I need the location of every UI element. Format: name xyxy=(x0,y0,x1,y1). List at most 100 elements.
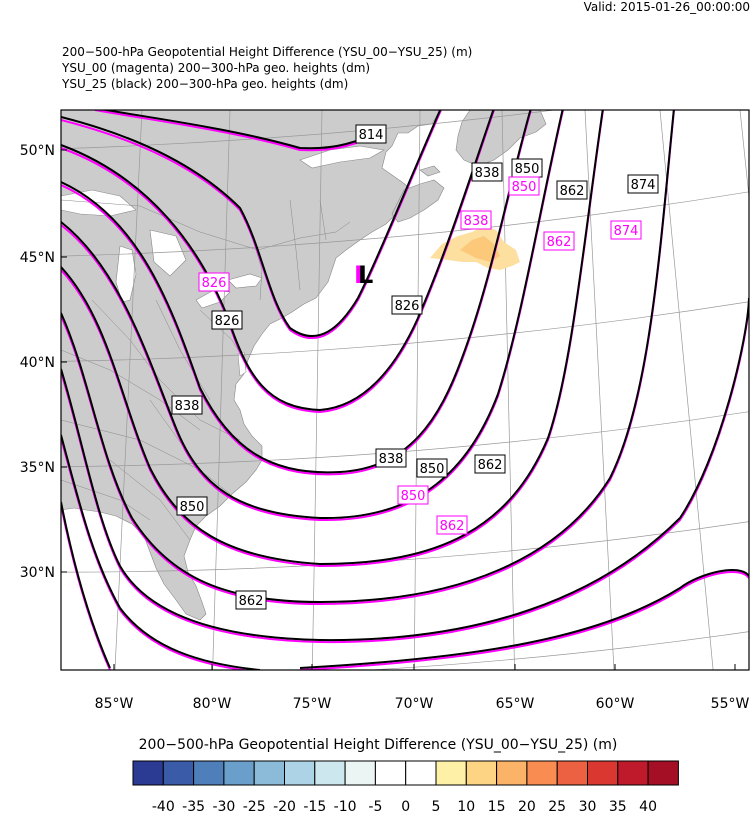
colorbar-label: -25 xyxy=(242,799,266,815)
colorbar-box xyxy=(223,760,255,786)
contour-label: 862 xyxy=(235,590,267,610)
svg-text:862: 862 xyxy=(239,594,264,609)
contour-label: 862 xyxy=(474,454,506,474)
colorbar-label: 5 xyxy=(431,799,441,815)
lat-label: 50°N xyxy=(20,143,55,159)
longitude-labels: 85°W 80°W 75°W 70°W 65°W 60°W 55°W xyxy=(95,696,750,712)
colorbar-box xyxy=(617,760,649,786)
colorbar-box xyxy=(647,760,679,786)
lon-label: 80°W xyxy=(193,696,232,712)
svg-text:850: 850 xyxy=(512,180,537,195)
svg-text:838: 838 xyxy=(464,214,489,229)
colorbar-label: 30 xyxy=(578,799,597,815)
colorbar-box xyxy=(587,760,619,786)
map-panel: L L 814 838 850 862 874 826 826 838 838 … xyxy=(61,110,749,670)
black-contour-labels: 814 838 850 862 874 826 826 838 838 850 … xyxy=(171,124,659,610)
svg-text:862: 862 xyxy=(547,235,572,250)
colorbar-box xyxy=(465,760,498,786)
colorbar-label: -10 xyxy=(333,799,357,815)
colorbar-label: -15 xyxy=(303,799,327,815)
contour-label: 838 xyxy=(471,162,503,182)
contour-label: 826 xyxy=(391,295,423,315)
colorbar-title: 200−500-hPa Geopotential Height Differen… xyxy=(138,737,618,753)
colorbar-label: -20 xyxy=(273,799,296,815)
colorbar-label: 0 xyxy=(401,799,411,815)
map-ticks xyxy=(61,149,736,670)
colorbar-label: 20 xyxy=(517,799,536,815)
svg-text:826: 826 xyxy=(215,314,240,329)
lat-label: 40°N xyxy=(20,355,55,371)
map-border xyxy=(60,109,750,671)
lon-label: 55°W xyxy=(711,696,750,712)
graticule xyxy=(61,110,749,670)
lon-label: 65°W xyxy=(496,696,535,712)
colorbar-box xyxy=(314,760,346,786)
colorbar-box xyxy=(193,760,225,786)
contour-label: 850 xyxy=(511,158,543,178)
contour-label: 826 xyxy=(198,272,230,292)
svg-text:874: 874 xyxy=(614,224,639,239)
contour-label: 838 xyxy=(171,395,203,415)
colorbar-label: -35 xyxy=(182,799,206,815)
contour-label: 862 xyxy=(436,515,468,535)
contour-label: 826 xyxy=(211,310,243,330)
colorbar-box xyxy=(344,760,376,786)
pei-land xyxy=(419,165,441,177)
colorbar-box xyxy=(284,760,316,786)
colorbar-label: -5 xyxy=(368,799,383,815)
svg-text:850: 850 xyxy=(515,162,540,177)
colorbar-label: -40 xyxy=(151,799,175,815)
contour-label: 838 xyxy=(460,210,492,230)
colorbar-box xyxy=(405,760,437,786)
contour-label: 850 xyxy=(416,458,448,478)
contour-label: 850 xyxy=(508,176,540,196)
low-marker-ysu25: L xyxy=(358,261,373,289)
colorbar-box xyxy=(132,760,164,786)
colorbar-label: 25 xyxy=(548,799,567,815)
svg-text:862: 862 xyxy=(478,458,503,473)
svg-text:850: 850 xyxy=(401,489,426,504)
colorbar-box xyxy=(435,760,467,786)
lon-label: 75°W xyxy=(293,696,332,712)
title-line-2: YSU_00 (magenta) 200−300-hPa geo. height… xyxy=(62,61,371,75)
contour-label: 874 xyxy=(627,174,659,194)
colorbar-label: -30 xyxy=(212,799,236,815)
contour-label: 862 xyxy=(543,231,575,251)
colorbar-box xyxy=(253,760,285,786)
contour-label: 850 xyxy=(397,485,429,505)
colorbar-label: 10 xyxy=(457,799,476,815)
contour-label: 874 xyxy=(610,220,642,240)
contour-label: 850 xyxy=(176,496,208,516)
latitude-labels: 50°N 45°N 40°N 35°N 30°N xyxy=(20,143,55,581)
lat-label: 30°N xyxy=(20,565,55,581)
svg-text:850: 850 xyxy=(420,462,445,477)
greatlake-michigan xyxy=(115,245,137,303)
svg-text:826: 826 xyxy=(395,299,420,314)
colorbar-box xyxy=(526,760,558,786)
svg-text:862: 862 xyxy=(560,184,585,199)
greatlake-erie xyxy=(195,289,231,309)
svg-text:826: 826 xyxy=(202,276,227,291)
svg-text:850: 850 xyxy=(180,500,205,515)
greatlake-huron xyxy=(149,229,187,277)
colorbar-box xyxy=(374,760,407,786)
svg-text:862: 862 xyxy=(440,519,465,534)
colorbar-label: 35 xyxy=(608,799,627,815)
lat-label: 45°N xyxy=(20,250,55,266)
colorbar-label: 40 xyxy=(639,799,658,815)
svg-text:838: 838 xyxy=(175,399,200,414)
colorbar-box xyxy=(556,760,589,786)
lon-label: 60°W xyxy=(596,696,635,712)
height-difference-positive-core xyxy=(460,236,500,262)
colorbar xyxy=(132,760,679,786)
colorbar-box xyxy=(162,760,195,786)
lon-label: 85°W xyxy=(95,696,134,712)
low-marker-ysu00: L xyxy=(354,261,369,289)
contour-label: 838 xyxy=(375,448,407,468)
lat-label: 35°N xyxy=(20,460,55,476)
plot-titles: 200−500-hPa Geopotential Height Differen… xyxy=(62,44,472,92)
contour-label: 862 xyxy=(556,180,588,200)
greatlake-ontario xyxy=(227,273,263,289)
svg-text:838: 838 xyxy=(379,452,404,467)
